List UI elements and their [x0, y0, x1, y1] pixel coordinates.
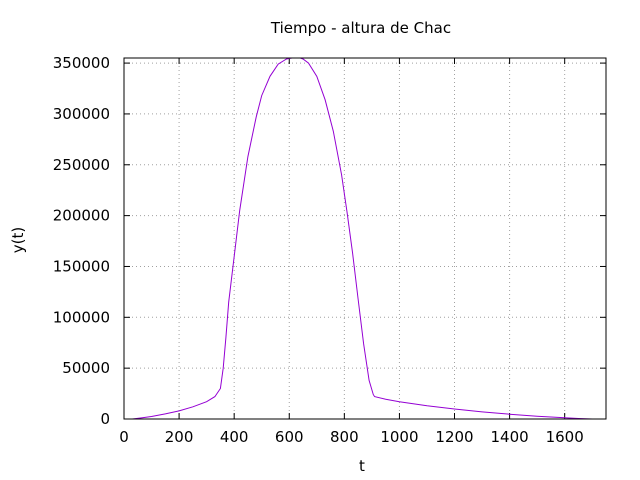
y-tick-label: 350000 [53, 54, 110, 72]
grid-lines [124, 58, 606, 419]
x-tick-labels: 0 200 400 600 800 1000 1200 1400 1600 [119, 428, 584, 446]
y-tick-label: 0 [100, 410, 110, 428]
y-tick-label: 100000 [53, 308, 110, 326]
x-tick-label: 1600 [546, 428, 584, 446]
x-tick-label: 800 [330, 428, 359, 446]
chart-title: Tiempo - altura de Chac [270, 19, 451, 37]
x-tick-label: 1400 [491, 428, 529, 446]
x-tick-label: 200 [165, 428, 194, 446]
x-tick-label: 1200 [435, 428, 473, 446]
y-tick-label: 200000 [53, 207, 110, 225]
x-tick-label: 600 [275, 428, 304, 446]
y-axis-label: y(t) [9, 227, 27, 253]
x-tick-label: 0 [119, 428, 129, 446]
y-tick-label: 300000 [53, 105, 110, 123]
plot-frame [123, 57, 607, 420]
axis-ticks [123, 58, 606, 420]
y-tick-label: 250000 [53, 156, 110, 174]
y-tick-labels: 0 50000 100000 150000 200000 250000 300000 3500… [53, 54, 110, 428]
x-tick-label: 1000 [380, 428, 418, 446]
x-tick-label: 400 [220, 428, 249, 446]
y-tick-label: 50000 [62, 359, 110, 377]
y-tick-label: 150000 [53, 257, 110, 275]
x-axis-label: t [359, 457, 365, 475]
series-line [132, 57, 593, 420]
